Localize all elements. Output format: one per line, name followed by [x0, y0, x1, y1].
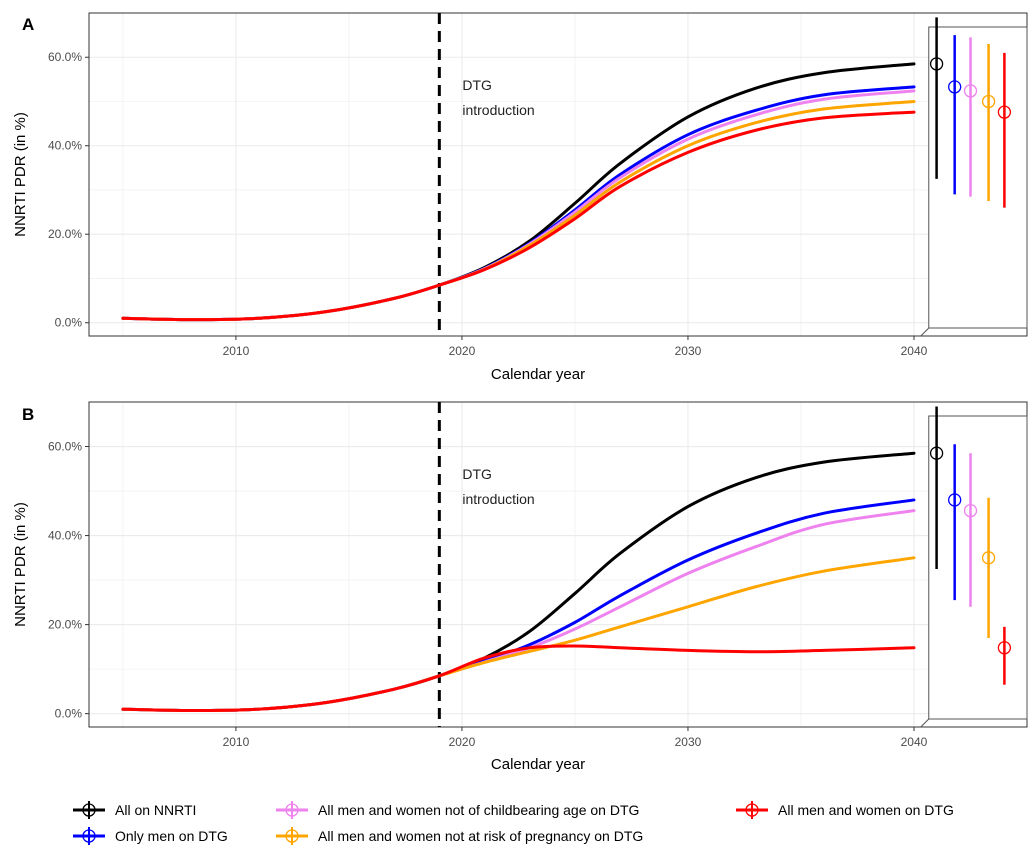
- y-axis-title: NNRTI PDR (in %): [12, 112, 29, 237]
- end-uncertainty-inset: [928, 415, 1028, 720]
- x-axis-title: Calendar year: [491, 366, 585, 383]
- y-axis-title: NNRTI PDR (in %): [12, 502, 29, 627]
- inset-connector: [920, 718, 930, 728]
- series-line-all-on-dtg: [121, 110, 916, 322]
- x-tick-label: 2010: [223, 344, 250, 358]
- annotation-line1: DTG: [462, 466, 492, 482]
- x-tick-label: 2030: [675, 735, 702, 749]
- end-mean-marker-only-men: [948, 493, 962, 507]
- y-tick-label: 60.0%: [48, 50, 82, 64]
- end-mean-marker-all-on-nnrti: [929, 57, 944, 71]
- legend-item: Only men on DTG: [73, 827, 228, 845]
- end-mean-marker-all-on-nnrti: [929, 446, 944, 460]
- end-mean-marker-not-at-risk: [981, 551, 996, 565]
- y-tick-label: 20.0%: [48, 618, 82, 632]
- legend-label: All on NNRTI: [115, 802, 196, 818]
- legend-key-marker: [285, 829, 299, 843]
- annotation-line2: introduction: [462, 491, 534, 507]
- y-tick-label: 20.0%: [48, 227, 82, 241]
- legend-key-marker: [82, 829, 96, 843]
- legend-key-marker: [285, 803, 299, 817]
- y-tick-label: 0.0%: [55, 707, 83, 721]
- x-tick-label: 2010: [223, 735, 250, 749]
- x-tick-label: 2040: [901, 344, 928, 358]
- legend-label: Only men on DTG: [115, 828, 228, 844]
- panel-b: 2010 2020 2030 2040 0.0% 20.0% 40.0% 60.0% Calen…: [12, 401, 1028, 773]
- legend-key-marker: [82, 803, 96, 817]
- legend-item: All men and women not of childbearing ag…: [276, 801, 639, 819]
- plot-background: [89, 402, 1027, 727]
- legend-item: All men and women not at risk of pregnan…: [276, 827, 643, 845]
- x-tick-label: 2040: [901, 735, 928, 749]
- panel-a: 2010 2020 2030 2040 0.0% 20.0% 40.0% 60.0% Calen…: [12, 12, 1028, 383]
- end-uncertainty-inset: [928, 26, 1028, 329]
- inset-connector: [920, 327, 930, 337]
- legend-key-marker: [745, 803, 759, 817]
- annotation-line1: DTG: [462, 77, 492, 93]
- annotation-line2: introduction: [462, 102, 534, 118]
- x-tick-label: 2030: [675, 344, 702, 358]
- series-line-all-on-dtg: [121, 644, 916, 713]
- x-tick-label: 2020: [449, 735, 476, 749]
- y-tick-label: 60.0%: [48, 440, 82, 454]
- x-tick-label: 2020: [449, 344, 476, 358]
- y-tick-label: 40.0%: [48, 529, 82, 543]
- end-mean-marker-all-on-dtg: [997, 105, 1012, 119]
- y-tick-label: 0.0%: [55, 316, 83, 330]
- end-mean-marker-not-childbearing: [963, 84, 978, 98]
- end-mean-marker-not-childbearing: [963, 503, 978, 518]
- legend-label: All men and women not at risk of pregnan…: [318, 828, 643, 844]
- x-axis-title: Calendar year: [491, 756, 585, 773]
- y-tick-label: 40.0%: [48, 139, 82, 153]
- legend-label: All men and women not of childbearing ag…: [318, 802, 639, 818]
- panel-letter: A: [22, 15, 34, 34]
- end-mean-marker-not-at-risk: [981, 94, 996, 109]
- end-mean-marker-only-men: [948, 80, 962, 94]
- legend-item: All on NNRTI: [73, 801, 196, 819]
- legend: All on NNRTI All men and women not of chi…: [73, 801, 954, 845]
- legend-item: All men and women on DTG: [736, 801, 954, 819]
- end-mean-marker-all-on-dtg: [997, 641, 1012, 655]
- plot-background: [89, 13, 1027, 336]
- legend-label: All men and women on DTG: [778, 802, 954, 818]
- panel-letter: B: [22, 405, 34, 424]
